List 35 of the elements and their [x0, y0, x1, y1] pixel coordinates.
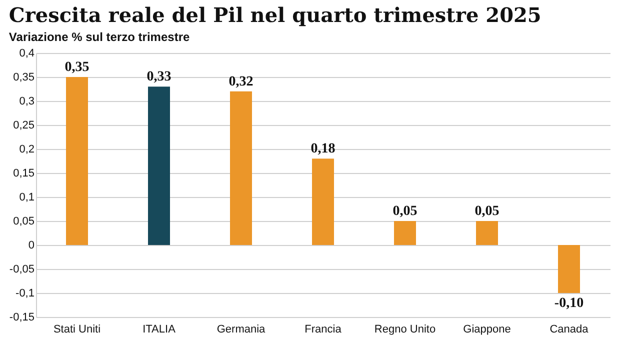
- y-tick-label: 0,1: [19, 192, 34, 204]
- x-tick-label: Germania: [216, 324, 266, 336]
- y-tick-label: 0: [28, 240, 34, 252]
- y-tick-label: 0,05: [13, 216, 34, 228]
- bar: [230, 91, 252, 245]
- y-tick-label: 0,25: [13, 120, 34, 132]
- data-label: 0,05: [474, 204, 500, 219]
- y-tick-label: 0,15: [13, 168, 34, 180]
- data-label: 0,32: [228, 74, 254, 90]
- y-tick-label: -0,05: [9, 264, 34, 276]
- data-label: -0,10: [554, 296, 584, 311]
- x-tick-label: ITALIA: [142, 324, 176, 336]
- y-tick-label: 0,35: [13, 72, 34, 84]
- data-label: 0,05: [392, 204, 418, 219]
- data-label: 0,18: [310, 142, 336, 157]
- x-tick-label: Francia: [304, 324, 342, 336]
- bar: [394, 221, 416, 245]
- x-tick-label: Giappone: [463, 324, 511, 336]
- bar: [66, 77, 88, 245]
- data-label: 0,35: [64, 60, 90, 75]
- bar: [148, 86, 170, 245]
- x-tick-label: Stati Uniti: [53, 324, 101, 336]
- y-tick-label: -0,15: [9, 312, 34, 324]
- chart-subtitle: Variazione % sul terzo trimestre: [8, 30, 190, 44]
- y-tick-label: 0,3: [19, 96, 34, 108]
- bar: [312, 158, 334, 245]
- y-tick-label: -0,1: [16, 288, 34, 300]
- chart-title: Crescita reale del Pil nel quarto trimestre 2025: [8, 3, 542, 27]
- x-tick-label: Canada: [550, 324, 590, 336]
- y-tick-label: 0,2: [19, 144, 34, 156]
- bar: [476, 221, 498, 245]
- y-tick-label: 0,4: [19, 48, 34, 60]
- bar: [558, 245, 580, 293]
- data-label: 0,33: [146, 70, 172, 85]
- x-tick-label: Regno Unito: [374, 324, 436, 336]
